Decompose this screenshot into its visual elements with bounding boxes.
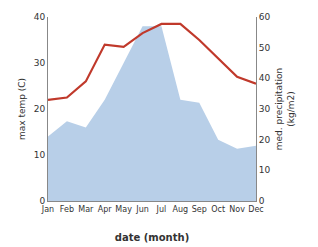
svg-text:Feb: Feb — [60, 205, 74, 214]
svg-text:Jul: Jul — [156, 205, 167, 214]
svg-text:Jan: Jan — [41, 205, 54, 214]
svg-text:30: 30 — [34, 58, 46, 68]
svg-text:0: 0 — [39, 196, 45, 206]
svg-text:30: 30 — [259, 104, 271, 114]
svg-text:40: 40 — [259, 73, 271, 83]
svg-text:Dec: Dec — [248, 205, 263, 214]
svg-text:10: 10 — [259, 165, 271, 175]
svg-text:date (month): date (month) — [115, 232, 189, 243]
svg-text:Sep: Sep — [192, 205, 207, 214]
svg-text:40: 40 — [34, 12, 46, 22]
svg-text:20: 20 — [259, 135, 271, 145]
svg-text:May: May — [115, 205, 132, 214]
svg-text:Mar: Mar — [78, 205, 94, 214]
svg-text:50: 50 — [259, 43, 271, 53]
svg-text:10: 10 — [34, 150, 46, 160]
svg-text:20: 20 — [34, 104, 46, 114]
svg-text:Apr: Apr — [98, 205, 113, 214]
svg-text:Nov: Nov — [229, 205, 245, 214]
svg-text:60: 60 — [259, 12, 271, 22]
svg-text:med. precipitation(kg/m2): med. precipitation(kg/m2) — [274, 68, 296, 150]
svg-text:Jun: Jun — [135, 205, 149, 214]
svg-text:max temp (C): max temp (C) — [17, 78, 27, 140]
svg-text:0: 0 — [259, 196, 265, 206]
svg-text:Aug: Aug — [173, 205, 189, 214]
svg-text:Oct: Oct — [211, 205, 225, 214]
